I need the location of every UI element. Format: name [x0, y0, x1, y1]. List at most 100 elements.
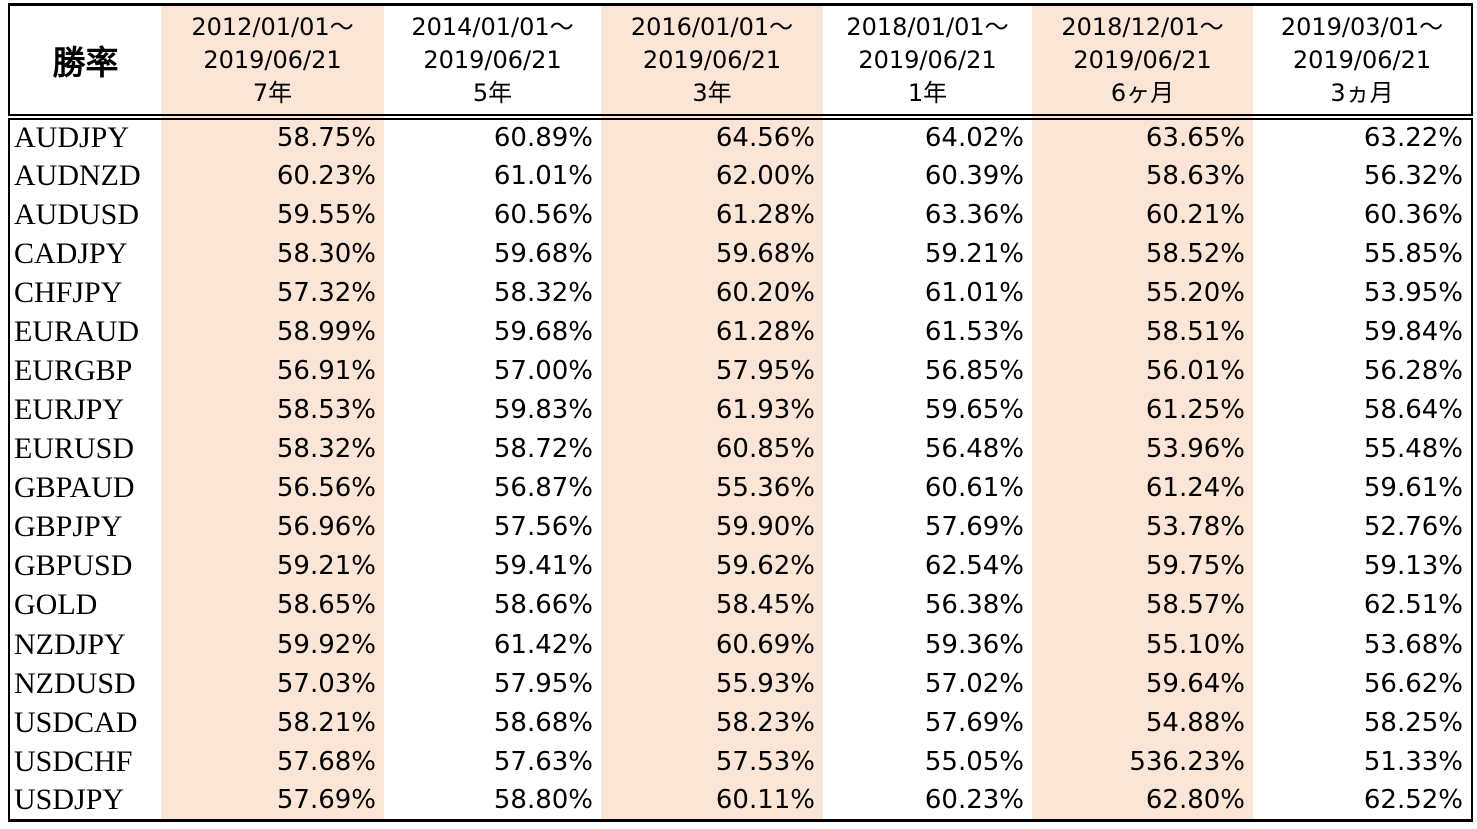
- win-rate-cell: 63.65%: [1032, 117, 1253, 157]
- table-row: EURJPY 58.53% 59.83% 61.93% 59.65% 61.25% 58.6…: [9, 390, 1472, 430]
- table-row: USDJPY 57.69% 58.80% 60.11% 60.23% 62.80% 62.5…: [9, 781, 1472, 821]
- win-rate-cell: 57.69%: [161, 781, 384, 821]
- win-rate-cell: 59.36%: [924, 629, 1024, 660]
- win-rate-cell: 60.85%: [601, 429, 823, 469]
- win-rate-cell: 58.45%: [601, 585, 823, 626]
- column-header-date-from: 2018/01/01～: [846, 12, 1009, 41]
- win-rate-cell: 60.11%: [601, 781, 823, 821]
- win-rate-table-container: 勝率 2012/01/01～ 2019/06/21 7年 2014/01/01～ 201…: [8, 3, 1473, 822]
- column-header-date-to: 2019/06/21: [642, 45, 782, 74]
- win-rate-cell: 57.63%: [493, 746, 593, 777]
- win-rate-cell: 57.68%: [161, 742, 384, 782]
- table-row: GBPUSD 59.21% 59.41% 59.62% 62.54% 59.75% 59.1…: [9, 546, 1472, 586]
- win-rate-cell: 59.90%: [601, 507, 823, 547]
- win-rate-cell: 58.65%: [161, 585, 384, 626]
- win-rate-cell: 60.61%: [924, 473, 1024, 504]
- column-header-period: 1年: [907, 78, 948, 107]
- win-rate-cell: 58.99%: [161, 312, 384, 352]
- win-rate-cell: 60.36%: [1363, 199, 1463, 230]
- win-rate-cell: 59.61%: [1363, 473, 1463, 504]
- win-rate-cell: 57.69%: [924, 512, 1024, 543]
- pair-label: EURAUD: [14, 314, 139, 348]
- win-rate-cell: 62.54%: [924, 551, 1024, 582]
- pair-label: EURUSD: [14, 432, 135, 466]
- win-rate-cell: 60.39%: [924, 160, 1024, 191]
- column-header-date-from: 2012/01/01～: [191, 12, 354, 41]
- column-header-date-to: 2019/06/21: [858, 45, 997, 74]
- win-rate-cell: 64.56%: [601, 117, 823, 157]
- win-rate-cell: 61.53%: [924, 316, 1024, 347]
- win-rate-cell: 57.56%: [493, 512, 593, 543]
- win-rate-cell: 56.91%: [161, 351, 384, 391]
- win-rate-cell: 59.21%: [161, 546, 384, 586]
- table-row: GBPJPY 56.96% 57.56% 59.90% 57.69% 53.78% 52.7…: [9, 507, 1472, 547]
- win-rate-cell: 55.20%: [1032, 273, 1253, 313]
- win-rate-cell: 62.80%: [1032, 781, 1253, 821]
- pair-label: AUDJPY: [14, 121, 130, 155]
- table-row: AUDUSD 59.55% 60.56% 61.28% 63.36% 60.21% 60.3…: [9, 195, 1472, 235]
- column-header-date-from: 2014/01/01～: [411, 12, 574, 41]
- win-rate-cell: 58.75%: [161, 117, 384, 157]
- win-rate-cell: 59.64%: [1032, 664, 1253, 704]
- column-header-1: 2012/01/01～ 2019/06/21 7年: [161, 4, 384, 120]
- win-rate-cell: 59.68%: [493, 316, 593, 347]
- column-header-date-to: 2019/06/21: [1073, 45, 1212, 74]
- win-rate-cell: 59.65%: [924, 395, 1024, 426]
- table-row: GBPAUD 56.56% 56.87% 55.36% 60.61% 61.24% 59.6…: [9, 468, 1472, 508]
- win-rate-cell: 57.00%: [493, 356, 593, 386]
- win-rate-cell: 57.53%: [601, 742, 823, 782]
- win-rate-cell: 57.69%: [924, 707, 1024, 738]
- table-row: USDCHF 57.68% 57.63% 57.53% 55.05% 536.23% 51.…: [9, 742, 1472, 782]
- win-rate-cell: 59.21%: [924, 238, 1024, 269]
- win-rate-cell: 58.63%: [1032, 156, 1253, 196]
- win-rate-cell: 55.10%: [1032, 625, 1253, 665]
- win-rate-cell: 59.92%: [161, 625, 384, 665]
- table-row: USDCAD 58.21% 58.68% 58.23% 57.69% 54.88% 58.2…: [9, 703, 1472, 743]
- win-rate-cell: 61.28%: [601, 195, 823, 235]
- pair-label: EURGBP: [14, 354, 133, 387]
- win-rate-cell: 58.66%: [493, 590, 593, 621]
- win-rate-cell: 62.52%: [1363, 785, 1463, 816]
- win-rate-cell: 54.88%: [1032, 703, 1253, 743]
- win-rate-cell: 60.23%: [924, 785, 1024, 816]
- win-rate-cell: 55.48%: [1363, 434, 1463, 465]
- column-header-date-to: 2019/06/21: [1292, 45, 1432, 74]
- column-header-period: 7年: [252, 78, 293, 107]
- win-rate-cell: 60.69%: [601, 625, 823, 665]
- win-rate-cell: 58.32%: [161, 429, 384, 469]
- win-rate-cell: 61.28%: [601, 312, 823, 352]
- win-rate-cell: 53.68%: [1363, 629, 1463, 660]
- column-header-period: 3ヵ月: [1330, 78, 1394, 107]
- column-header-period: 6ヶ月: [1110, 78, 1175, 107]
- win-rate-cell: 52.76%: [1363, 512, 1463, 543]
- win-rate-cell: 58.30%: [161, 234, 384, 274]
- win-rate-cell: 55.05%: [924, 746, 1024, 777]
- win-rate-cell: 58.21%: [161, 703, 384, 743]
- win-rate-cell: 59.75%: [1032, 546, 1253, 586]
- win-rate-cell: 62.51%: [1363, 590, 1463, 621]
- win-rate-cell: 56.85%: [924, 356, 1024, 386]
- win-rate-cell: 58.72%: [493, 434, 593, 465]
- table-row: NZDUSD 57.03% 57.95% 55.93% 57.02% 59.64% 56.6…: [9, 664, 1472, 704]
- win-rate-table: 勝率 2012/01/01～ 2019/06/21 7年 2014/01/01～ 201…: [8, 3, 1473, 822]
- win-rate-cell: 58.32%: [493, 277, 593, 308]
- column-header-date-from: 2016/01/01～: [630, 12, 794, 41]
- pair-label: GBPUSD: [14, 549, 133, 583]
- table-row: EURGBP 56.91% 57.00% 57.95% 56.85% 56.01% 56.2…: [9, 351, 1472, 391]
- win-rate-cell: 55.93%: [601, 664, 823, 704]
- win-rate-cell: 59.68%: [601, 234, 823, 274]
- win-rate-cell: 61.01%: [924, 277, 1024, 308]
- win-rate-cell: 53.96%: [1032, 429, 1253, 469]
- column-header-period: 5年: [472, 78, 513, 107]
- column-header-6: 2019/03/01～ 2019/06/21 3ヵ月: [1253, 4, 1472, 120]
- win-rate-cell: 59.62%: [601, 546, 823, 586]
- win-rate-cell: 58.68%: [493, 707, 593, 738]
- win-rate-cell: 59.68%: [493, 238, 593, 269]
- column-header-period: 3年: [692, 78, 732, 107]
- win-rate-cell: 63.22%: [1363, 123, 1463, 154]
- table-header: 勝率 2012/01/01～ 2019/06/21 7年 2014/01/01～ 201…: [9, 4, 1472, 120]
- table-row: NZDJPY 59.92% 61.42% 60.69% 59.36% 55.10% 53.6…: [9, 625, 1472, 665]
- win-rate-cell: 58.53%: [161, 390, 384, 430]
- win-rate-cell: 58.23%: [601, 703, 823, 743]
- column-header-5: 2018/12/01～ 2019/06/21 6ヶ月: [1032, 4, 1253, 120]
